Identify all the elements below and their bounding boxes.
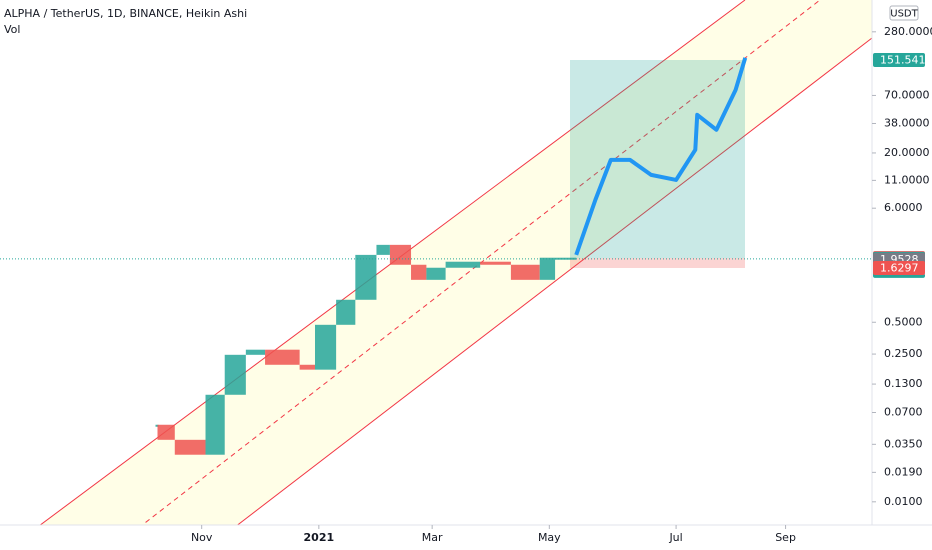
series [155, 57, 748, 455]
candle [299, 364, 315, 370]
candle [426, 267, 446, 280]
candle [510, 264, 540, 280]
candle [355, 254, 377, 300]
channel-mid [141, 0, 821, 525]
y-tick-label: 0.0190 [884, 465, 923, 478]
y-tick-label: 11.0000 [884, 173, 930, 186]
price-tag [873, 261, 925, 276]
projection-line [574, 57, 748, 256]
y-tick-label: 0.0350 [884, 437, 923, 450]
candle [411, 264, 427, 280]
channel-lower [236, 37, 872, 525]
candle [539, 257, 556, 280]
candle [555, 257, 577, 260]
volume-label: Vol [4, 23, 20, 36]
y-tick-label: 280.0000 [884, 25, 932, 38]
candle [205, 394, 225, 455]
candle [314, 324, 337, 370]
y-tick-label: 0.1300 [884, 377, 923, 390]
price-tag-label: 1.6297 [880, 262, 919, 275]
unit-box[interactable] [889, 5, 919, 21]
candle [376, 244, 390, 255]
unit-label[interactable]: USDT [890, 9, 918, 20]
candle [174, 439, 206, 455]
candle [245, 349, 266, 355]
x-tick-label: 2021 [304, 531, 335, 544]
candle [336, 299, 356, 325]
candle [224, 354, 246, 395]
price-tag-label: 151.5414 [880, 53, 932, 66]
x-tick-label: May [538, 531, 561, 544]
profit-zone [570, 60, 745, 258]
y-tick-label: 70.0000 [884, 88, 930, 101]
candle [445, 261, 481, 268]
y-tick-label: 38.0000 [884, 116, 930, 129]
chart-title: ALPHA / TetherUS, 1D, BINANCE, Heikin As… [4, 7, 247, 20]
candle [265, 349, 300, 365]
y-tick-label: 0.0700 [884, 406, 923, 419]
y-tick-label: 20.0000 [884, 146, 930, 159]
x-tick-label: Sep [775, 531, 796, 544]
x-tick-label: Nov [191, 531, 213, 544]
x-tick-label: Mar [422, 531, 443, 544]
candle [157, 424, 175, 440]
candle [155, 424, 159, 427]
candle [480, 261, 511, 265]
x-tick-label: Jul [668, 531, 682, 544]
y-tick-label: 6.0000 [884, 201, 923, 214]
loss-zone [570, 258, 745, 268]
y-tick-label: 0.0100 [884, 495, 923, 508]
price-tag [873, 52, 925, 67]
y-tick-label: 0.2500 [884, 347, 923, 360]
y-tick-label: 0.5000 [884, 315, 923, 328]
candle [389, 244, 412, 265]
